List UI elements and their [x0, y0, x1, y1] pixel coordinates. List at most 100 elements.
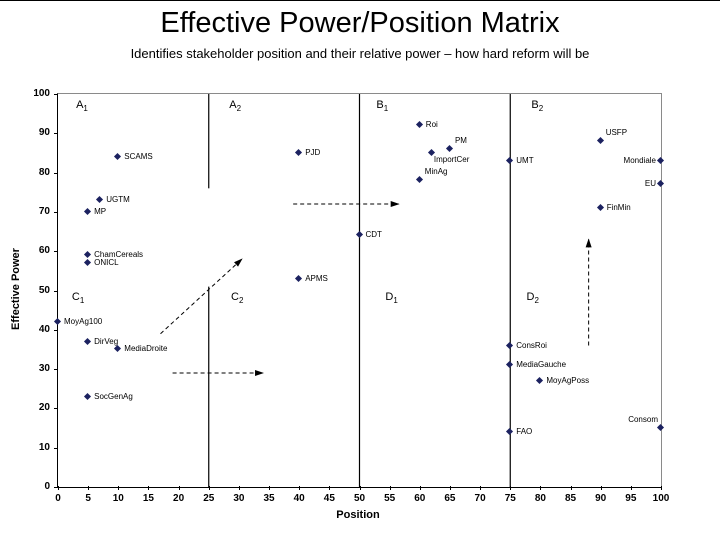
y-axis-tick	[54, 211, 58, 213]
quadrant-letter: B	[531, 98, 539, 111]
x-axis-tick	[299, 486, 301, 490]
data-point-label-Roi: Roi	[425, 120, 438, 130]
y-axis-tick	[54, 94, 58, 95]
x-axis-tick	[359, 486, 361, 490]
quadrant-letter: A	[76, 98, 84, 111]
data-point-label-EU: EU	[644, 179, 656, 189]
quadrant-label-C1: C1	[72, 291, 84, 305]
x-axis-tick	[510, 486, 512, 490]
x-axis-title: Position	[336, 509, 380, 521]
x-axis-tick-label: 30	[233, 493, 245, 504]
data-point-label-UGTM: UGTM	[106, 195, 130, 205]
x-axis-tick	[600, 486, 602, 490]
x-axis-tick	[389, 486, 391, 490]
x-axis-tick-label: 55	[384, 493, 396, 504]
x-axis-tick	[88, 486, 90, 490]
data-point-label-DirVeg: DirVeg	[94, 336, 119, 346]
data-point-label-ImportCer: ImportCer	[433, 154, 470, 164]
data-point-label-CDT: CDT	[365, 230, 382, 240]
x-axis-tick-label: 50	[353, 493, 366, 504]
x-axis-tick-label: 40	[293, 493, 305, 504]
y-axis-tick	[54, 369, 58, 371]
x-axis-tick-label: 80	[534, 493, 546, 504]
y-axis-tick	[54, 487, 58, 488]
y-axis-tick-label: 10	[38, 441, 50, 453]
y-axis-tick	[54, 133, 58, 135]
y-axis-tick-label: 50	[38, 284, 50, 296]
data-point-label-MinAg: MinAg	[424, 167, 448, 177]
x-axis-tick	[269, 486, 271, 490]
data-point-label-PJD: PJD	[305, 147, 321, 157]
quadrant-subscript: 1	[383, 103, 389, 113]
x-axis-tick	[329, 486, 331, 490]
quadrant-label-D2: D2	[527, 291, 539, 305]
x-axis-tick-label: 0	[55, 493, 61, 504]
y-axis-tick	[54, 408, 58, 410]
x-axis-tick	[570, 486, 572, 490]
y-axis-tick	[54, 447, 58, 449]
quadrant-label-B1: B1	[376, 99, 388, 113]
quadrant-label-B2: B2	[531, 99, 543, 113]
data-point-label-ConsRoi: ConsRoi	[516, 340, 547, 350]
y-axis-tick	[54, 329, 58, 331]
data-point-label-APMS: APMS	[305, 273, 328, 283]
data-point-label-MoyAg100: MoyAg100	[64, 316, 103, 326]
x-axis-tick	[449, 486, 451, 490]
data-point-label-USFP: USFP	[605, 128, 628, 138]
quadrant-subscript: 1	[79, 296, 85, 306]
x-axis-tick	[419, 486, 421, 490]
y-axis-tick-label: 70	[38, 205, 50, 217]
x-axis-tick-label: 70	[474, 493, 486, 504]
data-point-label-PM: PM	[454, 136, 467, 146]
x-axis-tick-label: 75	[504, 493, 516, 504]
quadrant-subscript: 2	[538, 103, 544, 113]
quadrant-letter: A	[229, 98, 237, 111]
data-point-label-ChamCereals: ChamCereals	[94, 250, 144, 260]
y-axis-tick	[54, 172, 58, 174]
x-axis-tick-label: 85	[564, 493, 577, 504]
y-axis-tick	[54, 290, 58, 292]
x-axis-tick	[118, 486, 120, 490]
x-axis-tick-label: 10	[112, 493, 124, 504]
y-axis-tick-label: 0	[44, 481, 50, 492]
x-axis-tick-label: 65	[444, 493, 456, 504]
page-subtitle: Identifies stakeholder position and thei…	[130, 46, 590, 61]
x-axis-tick-label: 100	[652, 493, 670, 504]
data-point-label-Consom: Consom	[628, 415, 658, 425]
y-axis-tick-label: 60	[38, 245, 50, 257]
movement-arrow	[160, 258, 243, 335]
data-point-label-SCAMS: SCAMS	[124, 151, 153, 161]
quadrant-letter: D	[526, 291, 535, 304]
quadrant-label-A2: A2	[229, 99, 241, 113]
x-axis-tick	[661, 486, 662, 490]
data-point-label-SocGenAg: SocGenAg	[94, 391, 133, 401]
x-axis-tick-label: 90	[595, 493, 607, 504]
data-point-label-MediaDroite: MediaDroite	[124, 344, 168, 354]
quadrant-label-A1: A1	[76, 99, 88, 113]
x-axis-tick	[630, 486, 632, 490]
x-axis-tick	[238, 486, 240, 490]
quadrant-letter: C	[71, 291, 80, 304]
quadrant-letter: C	[231, 291, 239, 304]
x-axis-tick-label: 35	[263, 493, 275, 504]
quadrant-letter: B	[376, 98, 384, 111]
x-axis-tick	[208, 486, 210, 490]
x-axis-tick	[148, 486, 150, 490]
y-axis-tick-label: 20	[38, 402, 50, 414]
x-axis-tick-label: 15	[142, 493, 154, 504]
x-axis-tick-label: 60	[414, 493, 426, 504]
page-title: Effective Power/Position Matrix	[160, 7, 560, 39]
quadrant-subscript: 2	[239, 296, 244, 306]
x-axis-tick	[540, 486, 542, 490]
quadrant-subscript: 1	[83, 103, 88, 113]
x-axis-tick	[58, 486, 59, 490]
x-axis-tick	[480, 486, 482, 490]
quadrant-subscript: 2	[236, 103, 242, 113]
y-axis-tick	[54, 251, 58, 253]
plot-area: 0 5 10 15 20 25 30 35 40 45 50 55 60 65 70 75 80 85 90 95 10…	[33, 88, 669, 504]
data-point-label-FAO: FAO	[516, 426, 533, 436]
y-axis-tick-label: 90	[38, 127, 50, 139]
data-point-label-FinMin: FinMin	[606, 202, 631, 212]
x-axis-tick-label: 20	[173, 493, 185, 504]
